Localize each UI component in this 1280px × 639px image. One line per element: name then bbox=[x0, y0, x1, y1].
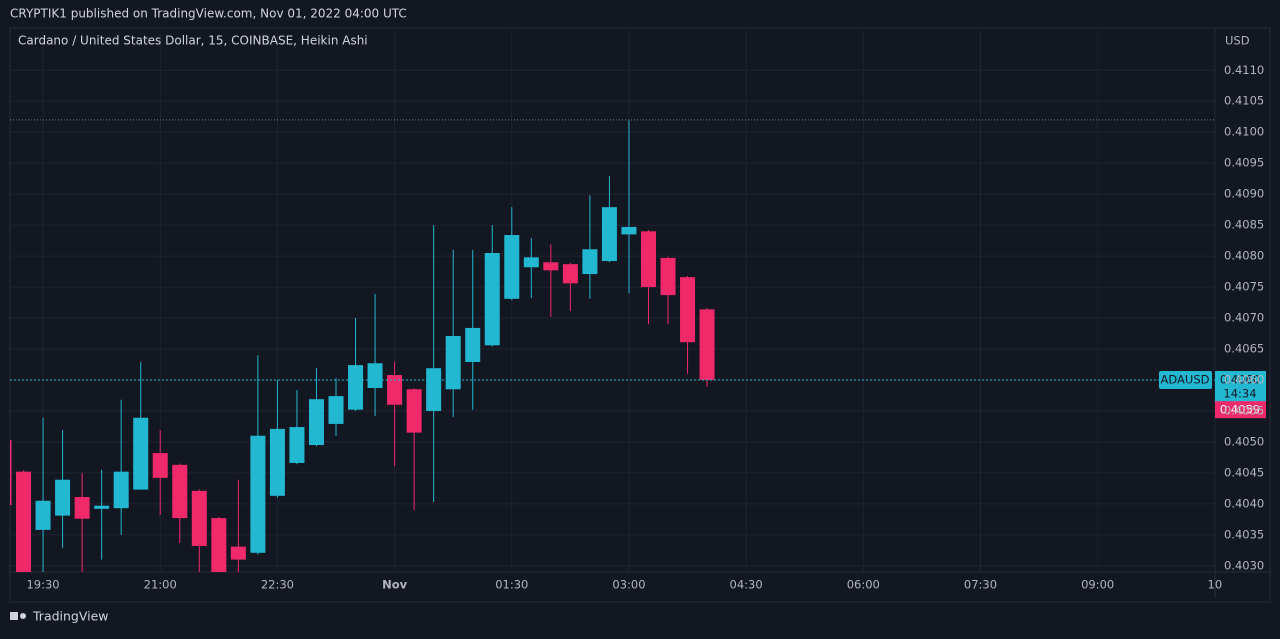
candle-body bbox=[445, 335, 461, 390]
logo-mark bbox=[10, 612, 18, 620]
candle-body bbox=[211, 518, 227, 572]
grid bbox=[10, 30, 1216, 572]
bid-price-tag bbox=[1215, 401, 1266, 419]
y-tick-label: 0.4030 bbox=[1224, 558, 1264, 572]
x-tick-label: 01:30 bbox=[495, 578, 528, 592]
candle-body bbox=[660, 257, 676, 296]
candle-body bbox=[504, 235, 520, 299]
candle-body bbox=[74, 497, 90, 519]
symbol-label: ADAUSD bbox=[1161, 372, 1210, 386]
y-tick-label: 0.4055 bbox=[1224, 403, 1264, 417]
candle-body bbox=[582, 249, 598, 275]
y-tick-label: 0.4110 bbox=[1224, 63, 1264, 77]
logo bbox=[10, 612, 26, 620]
y-tick-label: 0.4050 bbox=[1224, 434, 1264, 448]
y-tick-label: 0.4060 bbox=[1224, 372, 1264, 386]
candle-body bbox=[426, 368, 442, 411]
candle-body bbox=[250, 435, 266, 553]
last-price-label: 0.4060 bbox=[1220, 372, 1260, 386]
candle-body bbox=[191, 490, 207, 546]
candle-body bbox=[699, 309, 715, 380]
y-tick-label: 0.4080 bbox=[1224, 249, 1264, 263]
y-tick-label: 0.4095 bbox=[1224, 156, 1264, 170]
candle-body bbox=[621, 226, 637, 235]
x-tick-label: 21:00 bbox=[144, 578, 177, 592]
y-tick-label: 0.4045 bbox=[1224, 465, 1264, 479]
candle-body bbox=[16, 471, 32, 572]
x-tick-label: Nov bbox=[382, 578, 408, 592]
y-tick-label: 0.4075 bbox=[1224, 280, 1264, 294]
candle-body bbox=[308, 399, 324, 446]
candle-body bbox=[680, 277, 696, 343]
last-price-tag bbox=[1215, 370, 1266, 402]
x-tick-label: 10 bbox=[1208, 578, 1223, 592]
y-tick-label: 0.4040 bbox=[1224, 496, 1264, 510]
y-tick-label: 0.4070 bbox=[1224, 311, 1264, 325]
candle-body bbox=[94, 505, 110, 509]
candle-body bbox=[35, 500, 51, 530]
candle-body bbox=[406, 389, 422, 433]
y-tick-label: 0.4090 bbox=[1224, 187, 1264, 201]
candle-body bbox=[328, 396, 344, 424]
candle-body bbox=[172, 464, 188, 519]
y-axis-label: USD bbox=[1225, 34, 1250, 48]
x-tick-label: 07:30 bbox=[964, 578, 997, 592]
y-tick-label: 0.4085 bbox=[1224, 218, 1264, 232]
candle-body bbox=[348, 365, 364, 410]
y-tick-label: 0.4105 bbox=[1224, 94, 1264, 108]
candle-body bbox=[562, 264, 578, 284]
x-tick-label: 22:30 bbox=[261, 578, 294, 592]
y-tick-label: 0.4035 bbox=[1224, 527, 1264, 541]
candle-body bbox=[523, 257, 539, 268]
candle-body bbox=[484, 252, 500, 346]
symbol-tag bbox=[1159, 370, 1212, 389]
candle-body bbox=[133, 417, 149, 490]
countdown-label: 14:34 bbox=[1223, 386, 1256, 400]
header: CRYPTIK1 published on TradingView.com, N… bbox=[10, 7, 407, 21]
candle-body bbox=[387, 375, 403, 405]
footer: TradingView bbox=[32, 609, 109, 624]
candle-body bbox=[601, 207, 617, 262]
chart-title: Cardano / United States Dollar, 15, COIN… bbox=[18, 34, 368, 48]
candle-body bbox=[10, 440, 12, 506]
candle-body bbox=[230, 546, 246, 560]
candle-body bbox=[113, 471, 129, 509]
bid-price-label: 0.4059 bbox=[1220, 403, 1260, 417]
candle-body bbox=[55, 479, 71, 516]
logo-mark bbox=[20, 613, 26, 619]
x-tick-label: 09:00 bbox=[1081, 578, 1114, 592]
y-tick-label: 0.4100 bbox=[1224, 125, 1264, 139]
x-tick-label: 06:00 bbox=[847, 578, 880, 592]
candle-body bbox=[269, 428, 285, 496]
candle-body bbox=[543, 262, 559, 271]
candle-body bbox=[465, 327, 481, 363]
plot bbox=[10, 120, 715, 572]
x-tick-label: 19:30 bbox=[26, 578, 59, 592]
x-tick-label: 03:00 bbox=[612, 578, 645, 592]
candle-body bbox=[640, 231, 656, 288]
candle-body bbox=[152, 453, 168, 478]
y-tick-label: 0.4065 bbox=[1224, 342, 1264, 356]
x-tick-label: 04:30 bbox=[730, 578, 763, 592]
candle-body bbox=[367, 363, 383, 389]
candle-body bbox=[289, 427, 305, 463]
pane-frame bbox=[9, 27, 1271, 603]
